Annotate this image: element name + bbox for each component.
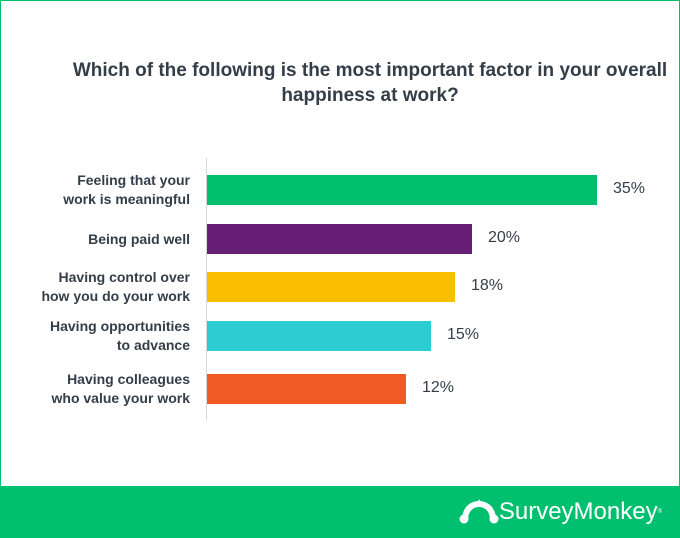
data-label: 35% (613, 180, 646, 197)
bar (207, 272, 455, 302)
bar (207, 374, 406, 404)
category-label: Feeling that your work is meaningful (63, 172, 190, 207)
bar (207, 321, 431, 351)
footer-bar: SurveyMonkey ® (0, 486, 680, 538)
data-label: 15% (447, 326, 480, 343)
bar (207, 224, 472, 254)
brand-name: SurveyMonkey (498, 498, 658, 525)
category-label: Having opportunities to advance (50, 318, 190, 353)
surveymonkey-logo: SurveyMonkey ® (459, 498, 662, 526)
category-label: Having control over how you do your work (41, 269, 190, 304)
registered-mark: ® (657, 509, 662, 515)
y-axis-line (206, 158, 207, 420)
category-label: Having colleagues who value your work (51, 371, 190, 406)
data-label: 20% (488, 229, 521, 246)
data-label: 12% (422, 379, 455, 396)
bar (207, 175, 597, 205)
data-label: 18% (471, 277, 504, 294)
monkey-logo-icon (459, 499, 499, 524)
category-label: Being paid well (88, 230, 190, 247)
chart-title: Which of the following is the most impor… (72, 60, 668, 106)
